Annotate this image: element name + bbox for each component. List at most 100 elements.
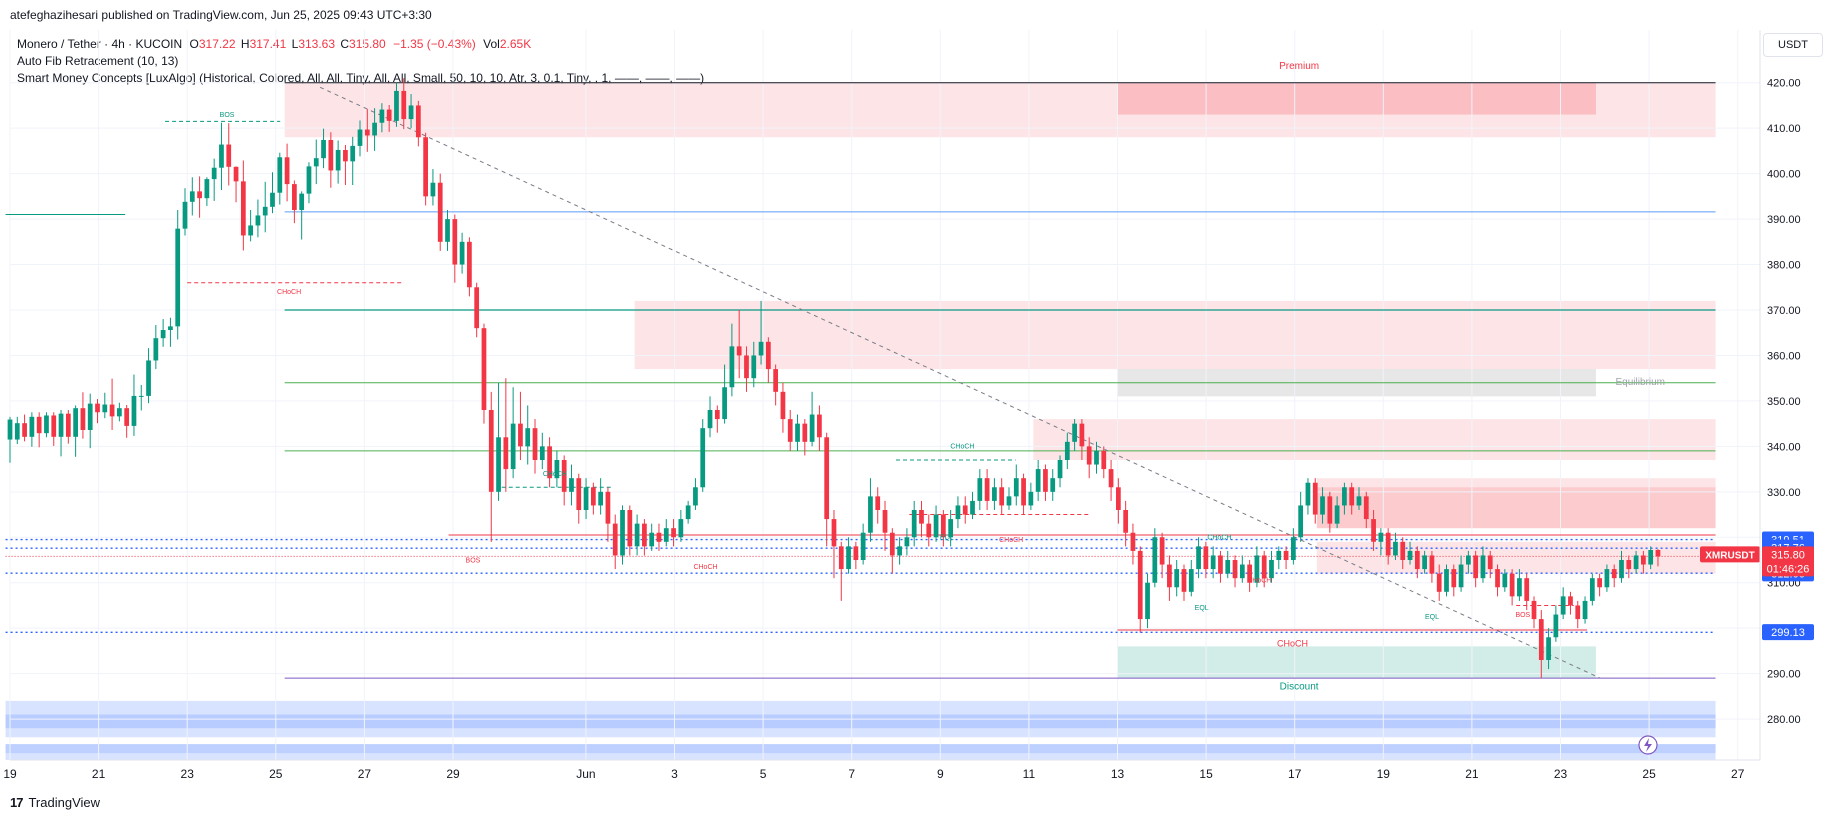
symbol-badge [1700,546,1760,563]
time-tick-label[interactable]: 15 [1199,767,1213,781]
candle-body [1094,450,1099,465]
candle-body [36,416,42,434]
candle-body [65,413,71,437]
supply-zone-mid [1033,419,1716,460]
candle-body [1101,450,1107,470]
price-tick-label[interactable]: 370.00 [1767,305,1801,317]
symbol-title[interactable]: Monero / Tether · 4h · KUCOIN [17,37,183,51]
candle-body [262,206,268,216]
countdown-text: 01:46:26 [1767,563,1810,575]
candle-body [1218,555,1223,574]
time-axis[interactable]: 19 21 23 25 27 29 Jun 3 5 7 9 11 13 15 17 19 21 23 25 27 [3,30,1761,781]
candle-body [700,428,706,488]
candle-body [1414,550,1420,570]
currency-button[interactable]: USDT [1763,33,1823,57]
time-tick-label[interactable]: 25 [1642,767,1656,781]
time-tick-label[interactable]: 21 [1465,767,1479,781]
supply-block-dark [1316,487,1716,529]
candle-body [240,181,246,236]
lines-layer [5,82,1716,679]
candle-body [1035,469,1041,492]
candle-body [138,395,144,397]
candle-body [1560,596,1566,615]
lightning-icon[interactable] [1638,735,1658,755]
candle-body [1422,555,1427,570]
candle-body [1152,537,1158,583]
candle-body [765,341,771,370]
time-tick-label[interactable]: 5 [760,767,767,781]
price-tick-label[interactable]: 400.00 [1767,169,1801,181]
candle-body [1064,441,1070,460]
candle-body [270,192,275,207]
candle-body [736,346,742,356]
footer-brand[interactable]: 17 TradingView [10,795,100,810]
time-tick-label[interactable]: 9 [937,767,944,781]
candle-body [1466,555,1471,565]
candle-body [22,423,27,437]
price-tick-label[interactable]: 350.00 [1767,396,1801,408]
time-tick-label[interactable]: 19 [1377,767,1391,781]
candle-body [1458,564,1464,588]
time-tick-label[interactable]: 3 [671,767,678,781]
time-tick-label[interactable]: 7 [848,767,855,781]
price-tick-label[interactable]: 390.00 [1767,214,1801,226]
time-tick-label[interactable]: 25 [269,767,283,781]
time-tick-label[interactable]: 23 [181,767,195,781]
candle-body [1261,555,1267,579]
price-tick-label[interactable]: 360.00 [1767,350,1801,362]
zone-label: Premium [1279,61,1319,72]
time-tick-label[interactable]: Jun [576,767,595,781]
time-tick-label[interactable]: 13 [1111,767,1125,781]
candle-body [394,90,399,121]
price-tick-label[interactable]: 280.00 [1767,714,1801,726]
candle-body [853,546,859,560]
high-label: H [240,37,250,51]
price-axis[interactable]: 319.51317.76312.06299.13XMRUSDT315.8001:… [1700,531,1814,641]
time-tick-label[interactable]: 19 [3,767,17,781]
candle-body [554,460,560,479]
candle-body [773,369,779,392]
structure-label: EQL [1425,614,1439,621]
candle-body [868,496,873,533]
structure-label: BOS [1515,612,1530,619]
candle-body [189,191,195,202]
supply-zone-upper [634,300,1716,370]
time-tick-label[interactable]: 21 [92,767,106,781]
candle-body [904,537,910,547]
time-tick-label[interactable]: 27 [358,767,372,781]
candle-body [467,241,472,288]
candle-body [642,523,647,547]
candle-body [561,460,567,492]
candle-body [1305,482,1311,506]
time-tick-label[interactable]: 29 [446,767,460,781]
time-tick-label[interactable]: 11 [1023,767,1036,781]
candle-body [117,408,122,417]
candle-body [226,144,232,167]
candle-body [1137,550,1143,620]
trendline [319,86,1601,679]
candle-body [627,510,633,547]
candle-body [1604,569,1610,588]
candle-body [1239,564,1245,579]
time-tick-label[interactable]: 17 [1288,767,1302,781]
candle-body [335,150,341,171]
price-tick-label[interactable]: 380.00 [1767,260,1801,272]
price-tick-label[interactable]: 420.00 [1767,78,1801,90]
candle-body [1429,555,1435,574]
candle-body [707,410,713,429]
indicator-fib[interactable]: Auto Fib Retracement (10, 13) [17,54,179,68]
candle-body [1174,569,1180,588]
candle-body [751,355,757,379]
indicator-smc[interactable]: Smart Money Concepts [LuxAlgo] (Historic… [17,71,705,85]
price-tick-label[interactable]: 290.00 [1767,669,1801,681]
price-tick-label[interactable]: 330.00 [1767,487,1801,499]
time-tick-label[interactable]: 27 [1731,767,1745,781]
candle-body [153,338,159,361]
candle-body [525,428,531,447]
structure-label: CHoCH [999,537,1023,544]
time-tick-label[interactable]: 23 [1554,767,1568,781]
price-tick-label[interactable]: 410.00 [1767,123,1801,135]
tradingview-wordmark: TradingView [28,795,101,810]
price-tick-label[interactable]: 340.00 [1767,441,1801,453]
